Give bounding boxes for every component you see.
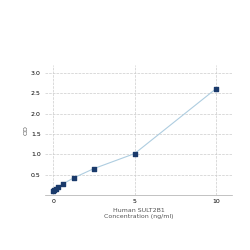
Point xyxy=(51,189,55,193)
Point xyxy=(133,152,137,156)
X-axis label: Human SULT2B1
Concentration (ng/ml): Human SULT2B1 Concentration (ng/ml) xyxy=(104,208,174,219)
Point xyxy=(56,185,60,189)
Point xyxy=(72,176,76,180)
Point xyxy=(61,182,65,186)
Point xyxy=(52,188,56,192)
Point xyxy=(54,186,58,190)
Point xyxy=(92,166,96,170)
Point xyxy=(214,86,218,90)
Y-axis label: OD: OD xyxy=(23,125,28,135)
